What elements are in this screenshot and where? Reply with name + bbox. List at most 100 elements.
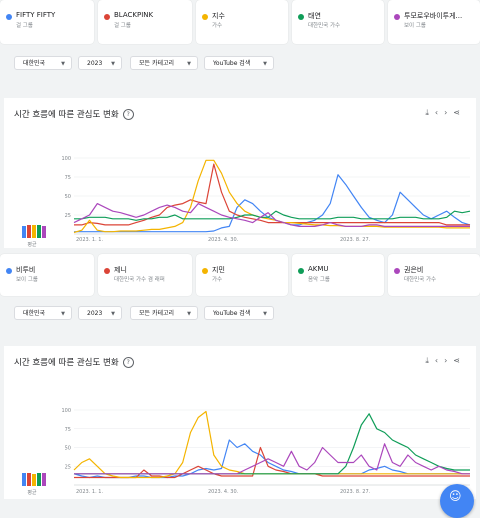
caret-down-icon: ▼ [61,311,65,317]
region-value: 대한민국 [23,60,46,67]
caret-down-icon: ▼ [61,61,65,67]
caret-down-icon: ▼ [111,61,115,67]
compare-term-type: 보이 그룹 [16,277,38,283]
compare-term-type: 대한민국 가수 [308,23,341,29]
category-select[interactable]: 모든 카테고리 ▼ [130,306,198,320]
compare-card[interactable]: 태연 대한민국 가수 [292,0,384,44]
compare-term: 권은비 [404,266,424,274]
average-bars: 평균 [20,458,50,496]
series-line [74,443,470,475]
average-bar [37,225,41,238]
caret-down-icon: ▼ [187,61,191,67]
compare-term-type: 가수 [212,23,223,29]
y-tick-label: 100 [61,156,71,162]
compare-term: 제니 [114,266,127,274]
series-color-dot [202,14,208,20]
x-tick-label: 2023. 1. 1. [76,489,103,495]
compare-card[interactable]: 권은비 대한민국 가수 [388,254,480,296]
year-value: 2023 [87,60,103,67]
series-color-dot [104,268,110,274]
property-value: YouTube 검색 [213,60,251,67]
series-line [73,439,470,479]
compare-term-type: 걸 그룹 [114,23,131,29]
compare-term-type: 대한민국 가수 겸 래퍼 [114,277,165,283]
region-select[interactable]: 대한민국 ▼ [14,56,72,70]
y-tick-label: 25 [65,213,71,219]
compare-term: 지민 [212,266,225,274]
help-icon[interactable]: ? [122,357,134,368]
chart-tools: ⤓‹›⋖ [425,108,466,118]
series-color-dot [6,14,12,20]
property-select[interactable]: YouTube 검색 ▼ [204,56,274,70]
embed-icon[interactable]: ‹› [434,356,454,365]
section-title: 시간 흐름에 따른 관심도 변화? [14,356,134,368]
download-icon[interactable]: ⤓ [425,108,435,117]
compare-card[interactable]: 지수 가수 [196,0,288,44]
average-bar [27,473,31,486]
section-title: 시간 흐름에 따른 관심도 변화? [14,108,134,120]
series-line [73,159,470,234]
compare-term: BLACKPINK [114,11,154,19]
embed-icon[interactable]: ‹› [434,108,454,117]
caret-down-icon: ▼ [187,311,191,317]
compare-card[interactable]: 비투비 보이 그룹 [0,254,94,296]
property-value: YouTube 검색 [213,310,251,317]
compare-card[interactable]: BLACKPINK 걸 그룹 [98,0,192,44]
y-tick-label: 50 [65,194,71,200]
x-tick-label: 2023. 8. 27. [340,489,371,495]
bottom-compare-cards: 비투비 보이 그룹 제니 대한민국 가수 겸 래퍼 지민 가수 AKMU 음악 … [0,254,480,296]
property-select[interactable]: YouTube 검색 ▼ [204,306,274,320]
share-icon[interactable]: ⋖ [453,356,466,365]
compare-term: 비투비 [16,266,36,274]
chart-tools: ⤓‹›⋖ [425,356,466,366]
series-line [74,174,471,233]
compare-term-type: 걸 그룹 [16,23,33,29]
compare-term: 지수 [212,12,225,20]
average-bar [37,472,41,486]
caret-down-icon: ▼ [111,311,115,317]
year-select[interactable]: 2023 ▼ [78,56,122,70]
average-bar [22,226,26,238]
y-tick-label: 25 [65,464,71,470]
compare-term-type: 보이 그룹 [404,23,426,29]
series-color-dot [298,268,304,274]
y-tick-label: 50 [65,446,71,452]
category-value: 모든 카테고리 [139,310,175,317]
x-tick-label: 2023. 8. 27. [340,237,371,243]
compare-term-type: 대한민국 가수 [404,277,437,283]
average-bar [32,474,36,486]
series-line [73,202,470,227]
y-tick-label: 75 [65,175,71,181]
compare-term: AKMU [308,265,329,273]
interest-over-time-panel: 시간 흐름에 따른 관심도 변화? ⤓‹›⋖ 평균 25 50 75 100 2023.… [4,98,476,248]
top-filter-bar: 대한민국 ▼ 2023 ▼ 모든 카테고리 ▼ YouTube 검색 ▼ [0,56,480,76]
average-bar [32,225,36,238]
series-color-dot [104,14,110,20]
compare-term: FIFTY FIFTY [16,11,56,19]
compare-card[interactable]: AKMU 음악 그룹 [292,254,384,296]
help-icon[interactable]: ? [122,109,134,120]
compare-card[interactable]: 지민 가수 [196,254,288,296]
average-bar [42,226,46,238]
y-tick-label: 75 [65,427,71,433]
average-bars: 평균 [20,210,50,248]
region-select[interactable]: 대한민국 ▼ [14,306,72,320]
series-line [74,446,470,479]
compare-card[interactable]: FIFTY FIFTY 걸 그룹 [0,0,94,44]
series-color-dot [202,268,208,274]
line-chart: 25 50 75 100 2023. 1. 1. 2023. 4. 30. 2023. 8.… [61,408,470,495]
compare-term-type: 가수 [212,277,223,283]
series-line [74,210,471,221]
region-value: 대한민국 [23,310,46,317]
year-select[interactable]: 2023 ▼ [78,306,122,320]
section-title-text: 시간 흐름에 따른 관심도 변화 [14,110,119,120]
year-value: 2023 [87,310,103,317]
feedback-button[interactable]: ☺ [440,484,474,518]
share-icon[interactable]: ⋖ [453,108,466,117]
compare-card[interactable]: 제니 대한민국 가수 겸 래퍼 [98,254,192,296]
category-select[interactable]: 모든 카테고리 ▼ [130,56,198,70]
download-icon[interactable]: ⤓ [425,356,435,365]
compare-term-type: 음악 그룹 [308,277,330,283]
bottom-filter-bar: 대한민국 ▼ 2023 ▼ 모든 카테고리 ▼ YouTube 검색 ▼ [0,306,480,326]
compare-card[interactable]: 투모로우바이투게... 보이 그룹 [388,0,480,44]
